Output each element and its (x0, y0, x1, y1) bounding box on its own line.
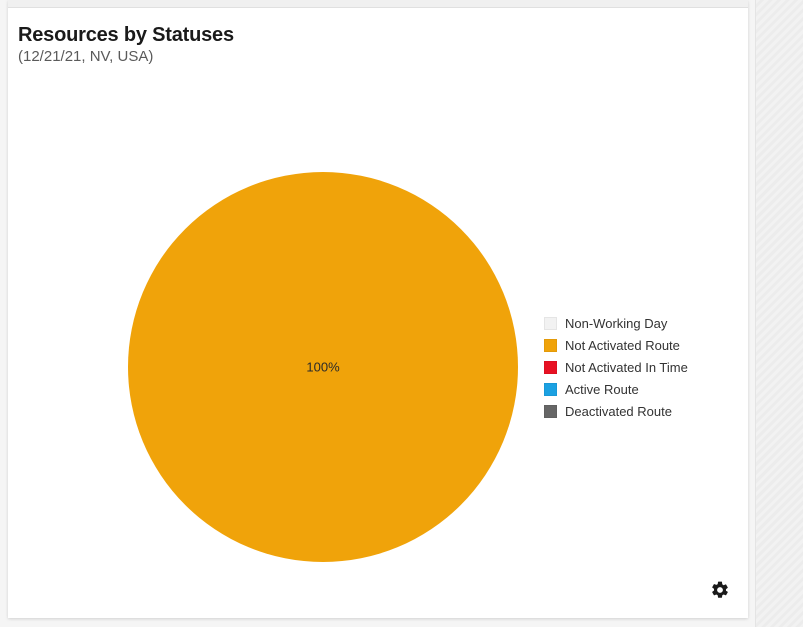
legend: Non-Working Day Not Activated Route Not Ac… (544, 312, 744, 422)
pie-center-label: 100% (306, 360, 339, 375)
legend-swatch (544, 405, 557, 418)
chart-area: 100% Non-Working DayNot Activated RouteN… (8, 80, 748, 600)
legend-label: Active Route (565, 382, 639, 397)
legend-item[interactable]: Non-Working Day (544, 312, 744, 334)
pie-chart: 100% (128, 172, 518, 562)
chart-panel: Resources by Statuses (12/21/21, NV, USA… (8, 0, 748, 618)
legend-label: Not Activated Route (565, 338, 680, 353)
legend-item[interactable]: Active Route (544, 378, 744, 400)
legend-item[interactable]: Not Activated In Time (544, 356, 744, 378)
panel-subtitle: (12/21/21, NV, USA) (18, 48, 748, 65)
panel-top-bar (8, 0, 748, 8)
gear-icon (710, 580, 730, 605)
panel-title: Resources by Statuses (18, 24, 748, 47)
legend-swatch (544, 317, 557, 330)
legend-swatch (544, 383, 557, 396)
legend-swatch (544, 361, 557, 374)
panel-header: Resources by Statuses (12/21/21, NV, USA… (8, 0, 748, 65)
legend-label: Non-Working Day (565, 316, 667, 331)
legend-item[interactable]: Not Activated Route (544, 334, 744, 356)
legend-label: Deactivated Route (565, 404, 672, 419)
legend-label: Not Activated In Time (565, 360, 688, 375)
legend-swatch (544, 339, 557, 352)
legend-item[interactable]: Deactivated Route (544, 400, 744, 422)
side-strip (755, 0, 803, 627)
settings-button[interactable] (708, 580, 732, 604)
